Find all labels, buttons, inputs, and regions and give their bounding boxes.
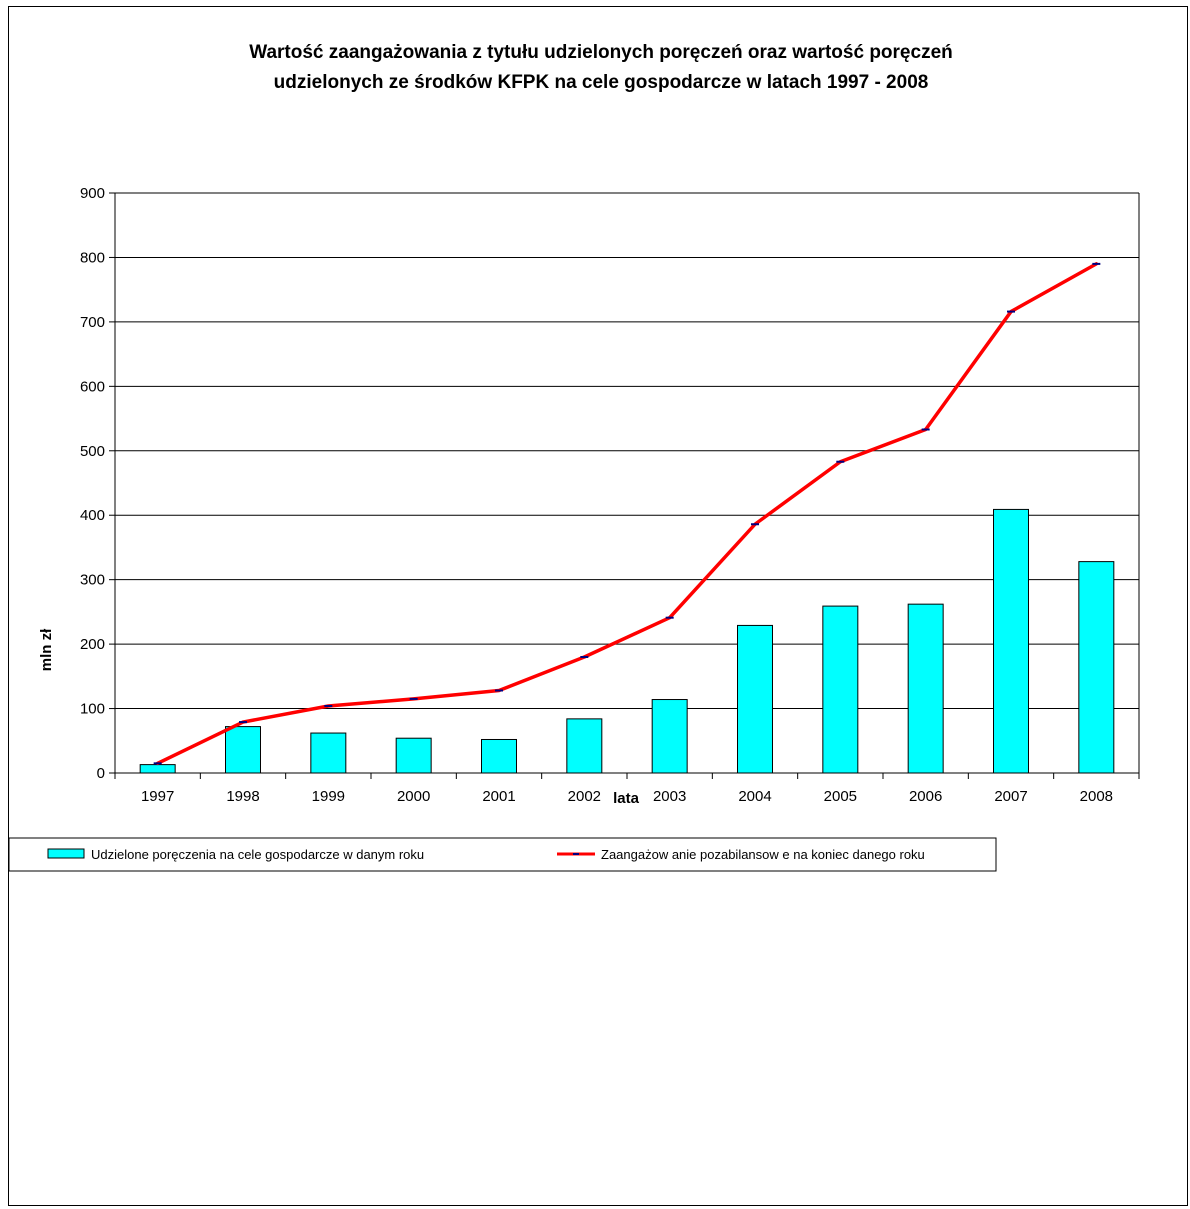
legend-bar-swatch xyxy=(47,848,85,859)
chart-title: Wartość zaangażowania z tytułu udzielony… xyxy=(249,42,953,93)
x-tick-label: 1997 xyxy=(141,788,174,805)
bar xyxy=(907,603,944,774)
bar xyxy=(651,699,688,774)
bar-series xyxy=(139,508,1115,774)
x-axis-title: lata xyxy=(613,790,640,807)
y-tick-label: 100 xyxy=(80,701,105,718)
bar xyxy=(481,738,517,774)
y-tick-label: 400 xyxy=(80,507,105,524)
x-tick-label: 2005 xyxy=(824,788,857,805)
bar xyxy=(993,508,1029,774)
chart-frame: Wartość zaangażowania z tytułu udzielony… xyxy=(8,6,1188,1206)
legend-line-label: Zaangażow anie pozabilansow e na koniec … xyxy=(601,847,925,862)
x-tick-label: 2007 xyxy=(994,788,1027,805)
tick-labels: 0 100 200 300 400 500 600 700 800 900 1997 1998 1999… xyxy=(80,185,1113,805)
bar xyxy=(822,605,859,774)
x-tick-label: 2008 xyxy=(1080,788,1113,805)
axes xyxy=(109,192,1140,779)
x-tick-label: 2001 xyxy=(482,788,515,805)
x-tick-label: 1998 xyxy=(226,788,259,805)
y-tick-label: 200 xyxy=(80,636,105,653)
bar xyxy=(310,732,347,774)
x-tick-label: 2000 xyxy=(397,788,430,805)
y-tick-label: 600 xyxy=(80,378,105,395)
bar xyxy=(1078,561,1115,774)
legend-bar-label: Udzielone poręczenia na cele gospodarcze… xyxy=(91,847,424,862)
series-line xyxy=(155,262,1099,766)
x-tick-label: 2006 xyxy=(909,788,942,805)
bar xyxy=(566,718,603,774)
y-tick-label: 300 xyxy=(80,572,105,589)
y-tick-label: 0 xyxy=(97,765,105,782)
y-tick-label: 500 xyxy=(80,443,105,460)
chart-title-line-1: Wartość zaangażowania z tytułu udzielony… xyxy=(249,42,953,63)
chart-title-line-2: udzielonych ze środków KFPK na cele gosp… xyxy=(274,72,929,93)
x-tick-label: 1999 xyxy=(312,788,345,805)
x-tick-label: 2003 xyxy=(653,788,686,805)
y-tick-label: 800 xyxy=(80,249,105,266)
y-tick-label: 700 xyxy=(80,314,105,331)
legend-box xyxy=(9,837,997,872)
x-tick-label: 2002 xyxy=(568,788,601,805)
y-axis-title: mln zł xyxy=(38,628,55,671)
bar xyxy=(395,737,432,774)
x-tick-label: 2004 xyxy=(738,788,771,805)
gridlines xyxy=(115,192,1140,773)
chart-svg: Wartość zaangażowania z tytułu udzielony… xyxy=(9,42,1140,872)
y-tick-label: 900 xyxy=(80,185,105,202)
bar xyxy=(139,764,176,774)
line-series xyxy=(153,262,1101,766)
bar xyxy=(225,726,261,774)
legend: Udzielone poręczenia na cele gospodarcze… xyxy=(9,837,997,872)
bar xyxy=(737,624,773,774)
